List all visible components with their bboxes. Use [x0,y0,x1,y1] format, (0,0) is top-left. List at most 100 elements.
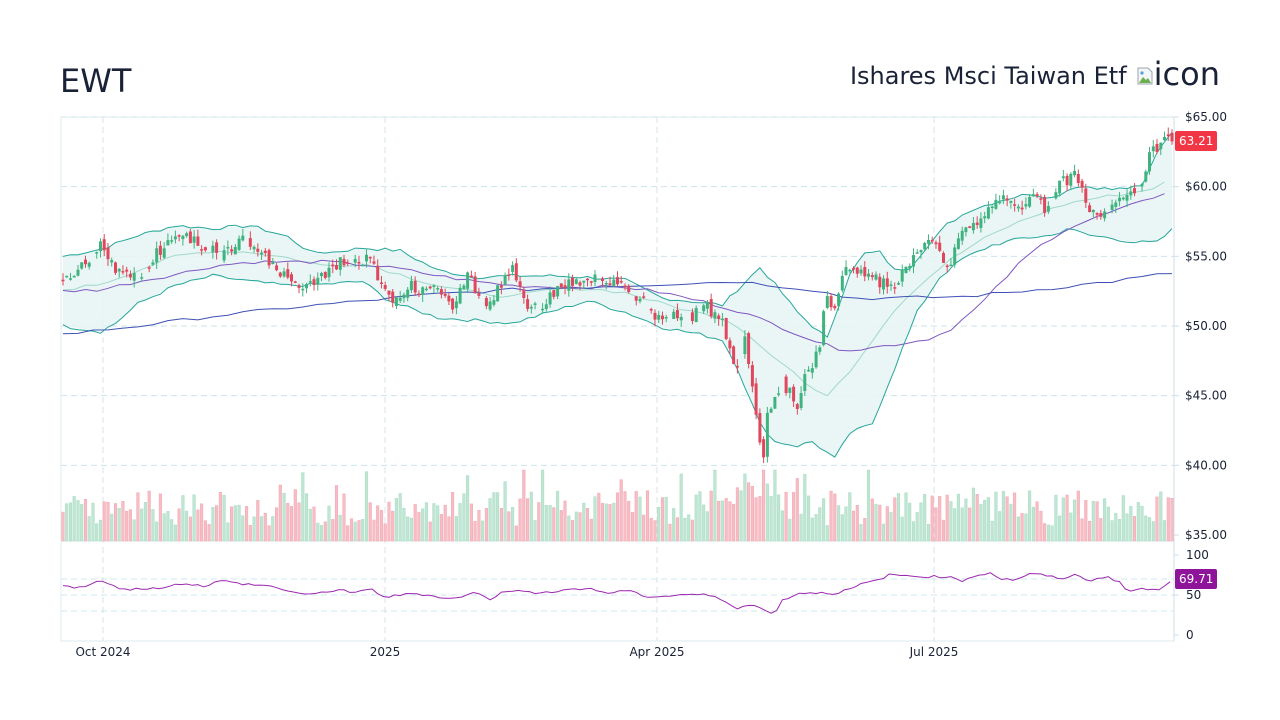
candle-body [447,295,451,302]
volume-bar [1009,503,1013,542]
candle-body [840,275,844,291]
volume-bar [653,520,657,542]
candle-body [297,285,301,288]
candle-body [222,250,226,261]
candle-body [1155,143,1159,152]
volume-bar [844,506,848,542]
volume-bar [582,502,586,542]
volume-bar [600,503,605,542]
candle-body [807,369,811,372]
x-tick-label: 2025 [370,645,401,659]
volume-bar [316,522,320,542]
candle-body [724,317,728,339]
candle-body [919,250,923,253]
candle-body [953,247,957,265]
volume-bar [938,496,942,542]
volume-bar [979,504,983,542]
candle-body [320,273,323,277]
volume-bar [986,497,990,542]
volume-bar [499,507,503,542]
volume-bar [975,494,979,542]
broken-image-icon: icon [1137,58,1220,90]
candle-body [128,273,132,278]
volume-bar [1013,492,1017,542]
bollinger-bands [62,130,1173,459]
candle-body [215,242,219,253]
volume-bar [908,502,912,542]
volume-bar [926,523,931,542]
candle-body [469,275,473,278]
volume-bar [267,525,271,542]
candle-body [267,250,271,266]
candle-body [986,207,990,219]
candle-body [788,387,792,393]
volume-bar [881,523,886,542]
candle-body [173,236,177,240]
candle-body [803,374,807,391]
candle-body [608,283,612,286]
volume-bar [638,496,642,542]
volume-bar [447,516,451,542]
candle-body [754,383,758,415]
candle-body [990,206,994,208]
candle-body [473,276,477,294]
candle-body [623,285,627,288]
volume-bar [739,490,743,542]
volume-bar [394,498,398,542]
x-tick-label: Oct 2024 [75,645,130,659]
volume-bar [1054,494,1058,542]
candle-body [439,289,443,295]
volume-bar [1103,498,1107,542]
volume-bar [1073,499,1077,542]
candle-body [241,235,245,241]
volume-bar [837,505,841,542]
volume-bar [953,508,957,542]
volume-bar [1129,506,1133,542]
chart-axes: $65.00 $60.00 $55.00 $50.00 $45.00 $40.00 $35.… [75,110,1227,659]
volume-bar [570,520,575,542]
candle-body [380,282,383,284]
candle-body [1016,206,1020,209]
candle-body [702,305,706,312]
volume-bar [439,514,443,542]
candle-body [1039,198,1043,200]
candle-body [147,267,151,269]
volume-bar [578,512,582,542]
candle-body [814,351,818,368]
volume-bar [170,519,174,542]
volume-bars [61,469,1174,542]
volume-bar [1095,501,1099,542]
candle-body [1061,176,1065,179]
candle-body [357,262,361,264]
candle-body [1013,204,1017,206]
volume-bar [889,512,893,542]
candle-body [912,255,915,267]
volume-bar [271,516,275,542]
volume-bar [747,482,751,542]
candle-body [1076,174,1080,183]
volume-bar [1069,512,1073,542]
candle-body [1148,152,1151,172]
y-tick-label: $65.00 [1185,110,1227,124]
volume-bar [593,496,597,542]
volume-bar [1110,520,1114,542]
volume-bar [301,472,305,542]
candle-body [735,365,739,368]
volume-bar [541,469,545,542]
volume-bar [368,502,372,542]
volume-bar [458,503,462,542]
candle-body [1043,197,1047,213]
volume-bar [215,505,219,542]
candle-body [1170,132,1174,142]
volume-bar [788,518,792,542]
volume-bar [136,492,140,542]
volume-bar [668,523,672,542]
candle-body [604,283,608,285]
rsi-tick-label: 50 [1186,588,1201,602]
volume-bar [185,510,189,542]
volume-bar [567,515,571,542]
volume-bar [964,498,968,542]
candle-body [462,285,466,290]
volume-bar [799,513,803,542]
